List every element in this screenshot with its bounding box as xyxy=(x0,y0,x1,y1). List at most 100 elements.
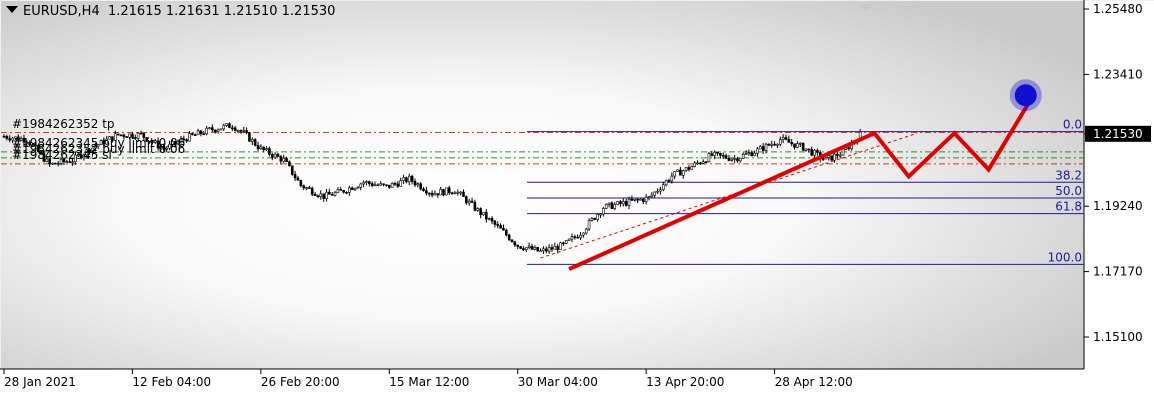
candle-body xyxy=(116,133,120,136)
candle-series xyxy=(2,122,862,255)
candle-body xyxy=(5,136,9,139)
candle-body xyxy=(796,143,799,148)
candle-body xyxy=(442,189,445,196)
candle-body xyxy=(396,183,400,187)
candle-body xyxy=(579,234,582,238)
candle-body xyxy=(91,147,94,154)
order-label[interactable]: #1984262345 sl xyxy=(12,147,112,162)
candle-body xyxy=(713,152,716,156)
order-label[interactable]: #1984262345 buy limit 0.06 xyxy=(12,135,186,150)
candle-body xyxy=(413,181,417,186)
candle-body xyxy=(407,175,411,183)
time-axis-panel xyxy=(0,369,1154,400)
symbol-label: EURUSD,H4 xyxy=(23,4,100,19)
candle-body xyxy=(513,241,517,246)
fibonacci-retracement[interactable]: 0.0 38.2 50.0 61.8 100.0 xyxy=(527,118,1084,265)
candle-body xyxy=(496,224,500,226)
forecast-path[interactable] xyxy=(568,79,1042,271)
candle-body xyxy=(450,192,454,195)
candle-body xyxy=(319,193,323,197)
candle-body xyxy=(114,133,117,141)
candle-body xyxy=(593,217,597,220)
candle-body xyxy=(205,127,208,135)
candle-body xyxy=(816,150,819,153)
candle-body xyxy=(687,167,691,170)
fib-level-label: 61.8 xyxy=(1055,200,1082,214)
candle-body xyxy=(419,183,422,190)
dropdown-triangle-icon[interactable] xyxy=(6,6,18,13)
x-tick-label: 30 Mar 04:00 xyxy=(518,375,598,389)
candle-body xyxy=(465,196,468,204)
candle-body xyxy=(693,162,696,167)
candle-body xyxy=(242,130,246,132)
candle-body xyxy=(222,125,226,130)
candle-body xyxy=(704,161,708,164)
candle-body xyxy=(761,146,765,151)
candle-body xyxy=(102,140,106,145)
candle-body xyxy=(784,137,788,140)
x-tick-label: 12 Feb 04:00 xyxy=(132,375,211,389)
candle-body xyxy=(176,141,180,145)
candle-body xyxy=(105,138,109,145)
candle-body xyxy=(462,191,465,197)
candle-body xyxy=(547,247,551,252)
candle-body xyxy=(156,140,160,149)
candle-body xyxy=(262,146,266,151)
candle-body xyxy=(342,190,345,193)
candle-body xyxy=(456,191,460,194)
candle-body xyxy=(387,184,391,188)
trend-line[interactable] xyxy=(540,132,918,259)
candle-body xyxy=(213,129,217,133)
forecast-polyline xyxy=(568,97,1034,271)
candle-body xyxy=(570,236,574,240)
candle-body xyxy=(370,183,374,186)
order-label[interactable]: #1984262352 buy limit 0.06 xyxy=(12,141,186,156)
candle-body xyxy=(527,245,531,248)
candle-body xyxy=(516,244,520,247)
price-axis-labels: 1.25480 1.23410 1.21530 1.19240 1.17170 1.151… xyxy=(1084,2,1151,344)
candle-body xyxy=(34,144,37,146)
candle-body xyxy=(99,140,103,145)
candle-body xyxy=(379,183,383,186)
candle-body xyxy=(410,175,414,182)
candle-body xyxy=(756,148,759,154)
candle-body xyxy=(427,192,431,195)
candle-body xyxy=(467,200,471,204)
candle-body xyxy=(759,146,762,150)
candle-body xyxy=(148,140,151,143)
candle-body xyxy=(633,198,637,201)
candle-body xyxy=(236,130,240,132)
candle-body xyxy=(359,183,363,188)
candle-body xyxy=(368,181,371,184)
order-label[interactable]: #1984262352 tp xyxy=(12,116,115,131)
candle-body xyxy=(179,138,183,142)
order-lines[interactable] xyxy=(1,132,1084,165)
candle-body xyxy=(836,153,839,157)
candle-body xyxy=(228,123,231,129)
fib-level-label: 50.0 xyxy=(1055,184,1082,198)
candle-body xyxy=(536,246,539,252)
candle-body xyxy=(325,191,328,199)
candle-body xyxy=(42,153,46,162)
candle-body xyxy=(259,146,263,150)
candle-body xyxy=(499,225,502,229)
candle-body xyxy=(539,250,542,253)
ohlc-values: 1.21615 1.21631 1.21510 1.21530 xyxy=(107,4,336,19)
candle-body xyxy=(11,137,14,141)
shift-marker-icon[interactable] xyxy=(859,4,873,11)
candle-body xyxy=(522,248,525,251)
candle-body xyxy=(231,127,234,130)
candle-body xyxy=(185,139,188,142)
candle-body xyxy=(813,150,816,156)
candle-body xyxy=(459,191,462,194)
candle-body xyxy=(302,185,305,189)
candle-body xyxy=(502,227,505,231)
candle-body xyxy=(596,214,599,220)
candle-body xyxy=(433,193,437,196)
candle-body xyxy=(576,236,579,239)
candle-body xyxy=(485,211,488,220)
candle-body xyxy=(453,192,457,195)
candle-body xyxy=(59,158,63,164)
candle-body xyxy=(741,154,745,159)
